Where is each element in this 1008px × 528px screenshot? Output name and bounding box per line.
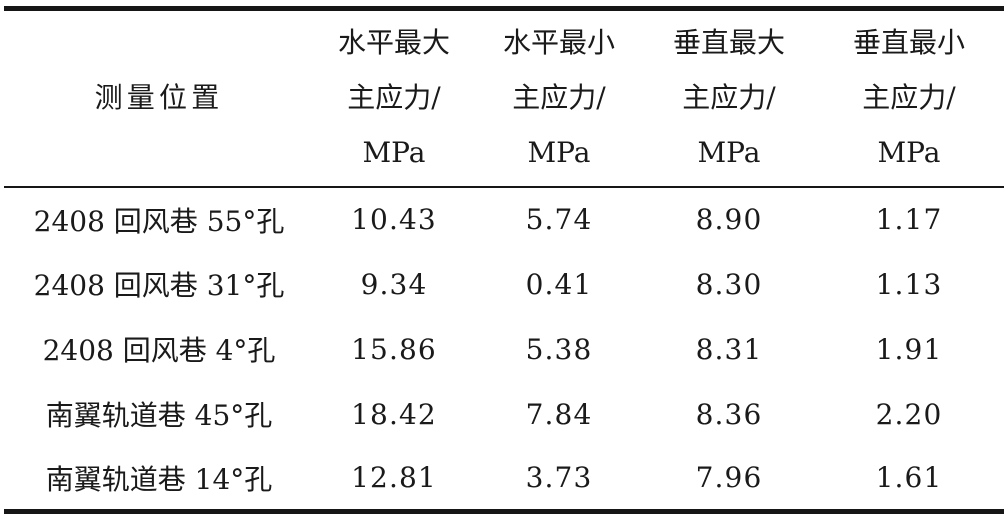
column-header-horizontal-max-stress: 水平最大 主应力/ MPa xyxy=(314,8,474,188)
table-row: 2408 回风巷 55°孔 10.43 5.74 8.90 1.17 xyxy=(4,187,1004,252)
cell-vertical-max: 8.36 xyxy=(695,397,763,431)
cell-horizontal-max: 15.86 xyxy=(351,332,437,366)
header-row: 测量位置 水平最大 主应力/ MPa 水平最小 主应力/ MPa 垂直最大 主应… xyxy=(4,8,1004,188)
table-header: 测量位置 水平最大 主应力/ MPa 水平最小 主应力/ MPa 垂直最大 主应… xyxy=(4,8,1004,188)
cell-vertical-max: 8.90 xyxy=(695,203,763,236)
row-location: 南翼轨道巷 14°孔 xyxy=(45,462,273,496)
cell-horizontal-max: 10.43 xyxy=(351,203,437,236)
cell-horizontal-min: 0.41 xyxy=(525,267,593,301)
column-header-horizontal-min-stress: 水平最小 主应力/ MPa xyxy=(474,8,644,188)
cell-horizontal-min: 7.84 xyxy=(525,397,593,431)
row-location: 南翼轨道巷 45°孔 xyxy=(45,399,273,432)
cell-vertical-min: 1.91 xyxy=(875,332,943,366)
row-location: 2408 回风巷 31°孔 xyxy=(33,269,285,302)
row-location: 2408 回风巷 4°孔 xyxy=(42,334,276,367)
column-header-vertical-max-stress: 垂直最大 主应力/ MPa xyxy=(644,8,814,188)
table-row: 2408 回风巷 31°孔 9.34 0.41 8.30 1.13 xyxy=(4,252,1004,317)
cell-horizontal-min: 5.38 xyxy=(525,332,593,366)
cell-vertical-max: 8.30 xyxy=(695,267,763,301)
cell-vertical-max: 7.96 xyxy=(695,461,763,495)
cell-horizontal-min: 3.73 xyxy=(525,461,593,495)
cell-vertical-min: 2.20 xyxy=(875,397,943,431)
row-location: 2408 回风巷 55°孔 xyxy=(33,204,285,238)
cell-vertical-min: 1.17 xyxy=(875,203,943,236)
cell-horizontal-max: 12.81 xyxy=(351,461,437,495)
table-body: 2408 回风巷 55°孔 10.43 5.74 8.90 1.17 2408 … xyxy=(4,187,1004,512)
table-row: 2408 回风巷 4°孔 15.86 5.38 8.31 1.91 xyxy=(4,317,1004,382)
cell-horizontal-min: 5.74 xyxy=(525,203,593,236)
stress-measurement-table: 测量位置 水平最大 主应力/ MPa 水平最小 主应力/ MPa 垂直最大 主应… xyxy=(4,6,1004,514)
cell-horizontal-max: 9.34 xyxy=(360,267,428,301)
column-header-vertical-min-stress: 垂直最小 主应力/ MPa xyxy=(814,8,1004,188)
cell-vertical-max: 8.31 xyxy=(695,332,763,366)
cell-vertical-min: 1.13 xyxy=(875,267,943,301)
cell-horizontal-max: 18.42 xyxy=(351,397,437,431)
table-row: 南翼轨道巷 45°孔 18.42 7.84 8.36 2.20 xyxy=(4,382,1004,447)
cell-vertical-min: 1.61 xyxy=(875,461,943,495)
table-row: 南翼轨道巷 14°孔 12.81 3.73 7.96 1.61 xyxy=(4,447,1004,512)
column-header-location: 测量位置 xyxy=(4,8,314,188)
